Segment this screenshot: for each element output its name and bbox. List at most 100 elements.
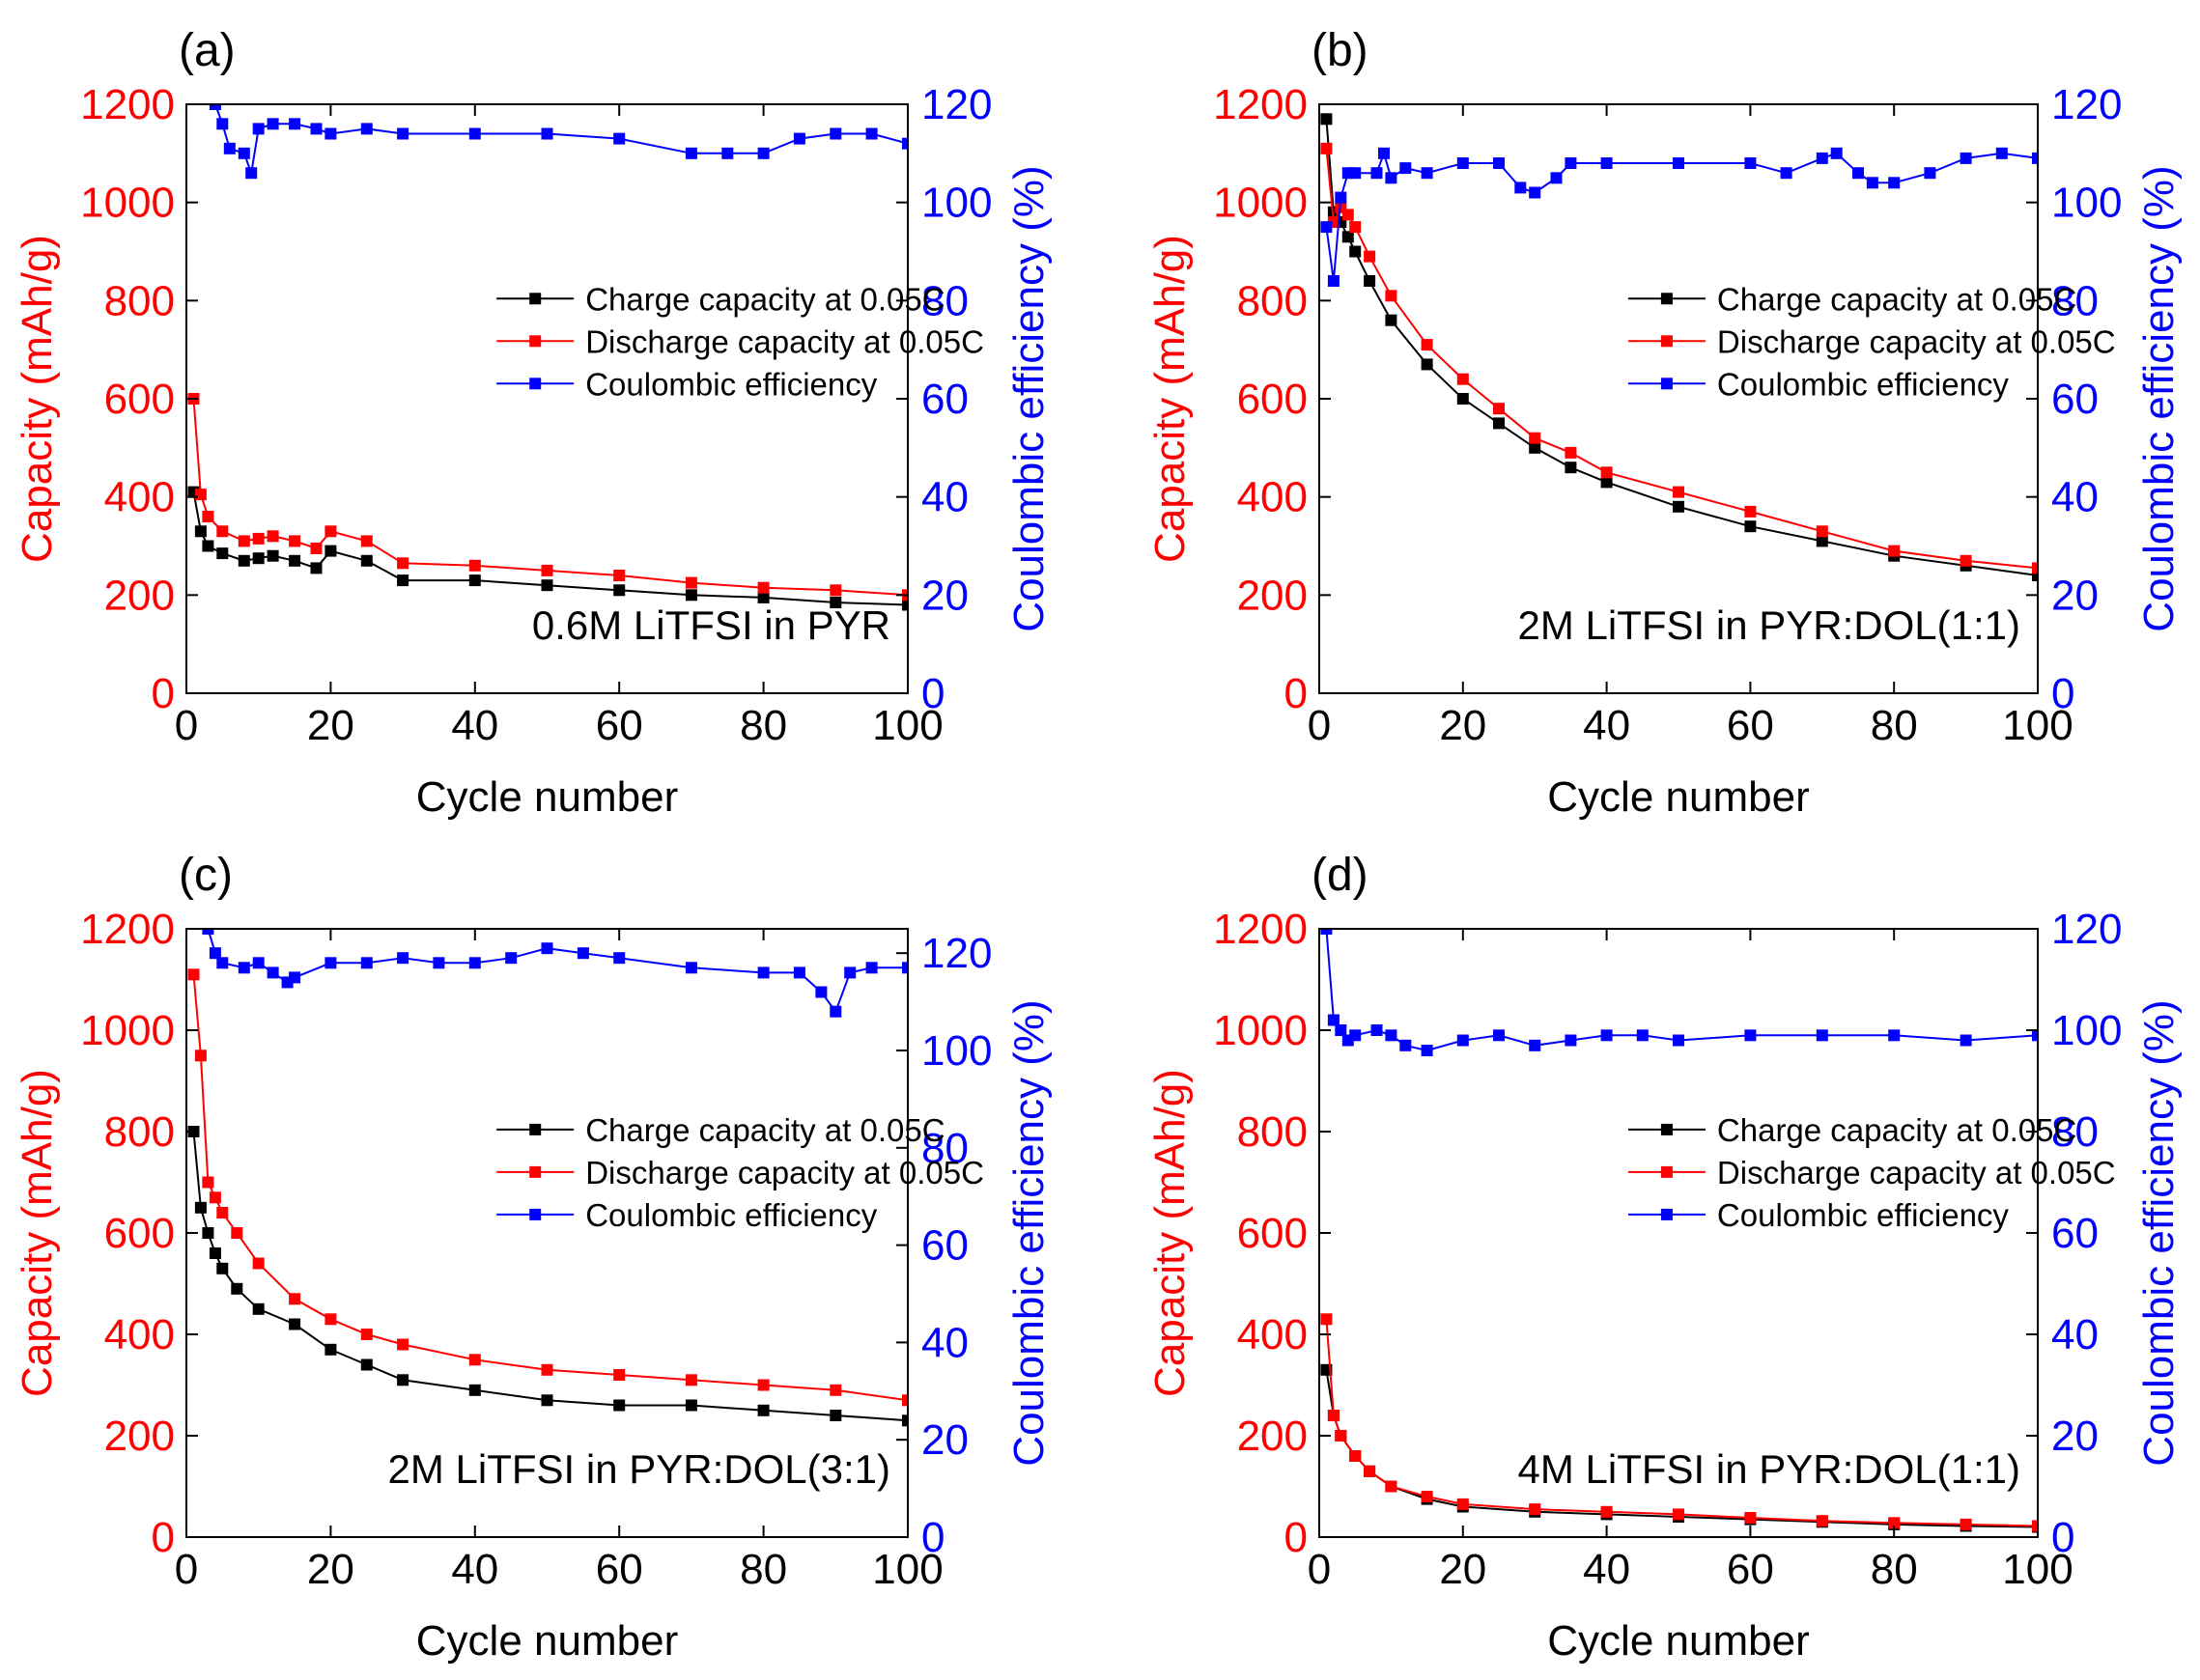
data-point — [194, 1050, 207, 1062]
y-left-tick-label: 0 — [152, 670, 175, 717]
data-point — [1816, 1515, 1828, 1527]
y-right-tick-label: 40 — [2051, 474, 2099, 521]
data-point — [194, 1201, 207, 1214]
panel-a: (a)0 20 40 60 80 1000200400600800100012000204… — [14, 25, 1053, 821]
data-point — [1960, 1518, 1972, 1530]
data-point — [1514, 182, 1527, 194]
data-point — [202, 511, 214, 522]
y-left-tick-label: 1000 — [1213, 180, 1308, 227]
data-point — [1565, 1034, 1577, 1047]
data-point — [1320, 929, 1333, 935]
legend-label: Charge capacity at 0.05C — [585, 281, 945, 317]
legend-label: Discharge capacity at 0.05C — [585, 323, 984, 359]
data-point — [865, 127, 878, 140]
data-point — [1335, 191, 1347, 204]
data-point — [757, 1404, 770, 1416]
data-point — [267, 966, 279, 979]
legend-marker — [1660, 335, 1673, 348]
y-right-tick-label: 120 — [921, 930, 992, 977]
y-right-tick-label: 20 — [921, 572, 969, 619]
data-point — [541, 564, 553, 576]
x-tick-label: 80 — [740, 1546, 787, 1593]
data-point — [468, 957, 481, 969]
data-point — [1529, 1039, 1541, 1051]
data-point — [1565, 462, 1577, 474]
data-point — [397, 557, 409, 570]
data-point — [289, 535, 301, 547]
data-point — [267, 530, 279, 543]
data-point — [793, 132, 805, 145]
data-point — [830, 127, 842, 140]
x-tick-label: 20 — [1439, 702, 1486, 749]
data-point — [721, 147, 734, 159]
data-point — [202, 929, 214, 935]
y-left-tick-label: 800 — [104, 1108, 175, 1156]
legend-marker — [529, 335, 542, 348]
data-point — [1673, 157, 1684, 169]
data-point — [468, 127, 481, 140]
data-point — [252, 957, 265, 969]
y-right-tick-label: 60 — [2051, 1210, 2099, 1257]
data-point — [1529, 186, 1541, 199]
y-left-tick-label: 200 — [1237, 1413, 1308, 1460]
y-left-axis-title: Capacity (mAh/g) — [14, 235, 61, 563]
y-left-tick-label: 0 — [1284, 1514, 1308, 1561]
y-left-axis-title: Capacity (mAh/g) — [1146, 1069, 1194, 1397]
y-right-tick-label: 0 — [2051, 670, 2074, 717]
y-right-tick-label: 100 — [2051, 1007, 2122, 1054]
data-point — [1780, 167, 1792, 180]
y-right-tick-label: 60 — [921, 1222, 969, 1270]
y-left-tick-label: 800 — [104, 277, 175, 324]
y-right-tick-label: 80 — [921, 1125, 969, 1172]
data-point — [209, 947, 221, 960]
x-axis-title: Cycle number — [1547, 1617, 1809, 1665]
data-point — [505, 952, 518, 965]
data-point — [1960, 1034, 1972, 1047]
data-point — [1456, 393, 1469, 405]
data-point — [324, 127, 337, 140]
legend-label: Charge capacity at 0.05C — [1717, 1112, 2076, 1148]
data-point — [1341, 209, 1354, 221]
data-point — [1349, 221, 1362, 234]
data-point — [289, 1318, 301, 1330]
data-point — [238, 554, 250, 567]
data-point — [1421, 339, 1433, 351]
data-point — [541, 127, 553, 140]
annotation-text: 4M LiTFSI in PYR:DOL(1:1) — [1518, 1446, 2020, 1492]
data-point — [613, 952, 626, 965]
x-tick-label: 100 — [872, 1546, 943, 1593]
data-point — [216, 547, 229, 560]
data-point — [1385, 1480, 1397, 1493]
data-point — [289, 971, 301, 984]
legend-marker — [529, 1123, 542, 1135]
data-point — [2032, 1029, 2038, 1042]
data-point — [830, 597, 842, 608]
data-point — [324, 1313, 337, 1326]
data-point — [1456, 1498, 1469, 1510]
data-point — [1378, 147, 1390, 159]
data-point — [613, 132, 626, 145]
data-point — [2032, 152, 2038, 164]
data-point — [252, 552, 265, 565]
y-right-axis-title: Coulombic efficiency (%) — [2135, 165, 2183, 631]
series-group — [187, 929, 908, 1427]
data-point — [1529, 1503, 1541, 1516]
data-point — [216, 1262, 229, 1274]
legend-marker — [1660, 1165, 1673, 1178]
x-tick-label: 60 — [1727, 702, 1774, 749]
data-point — [541, 1363, 553, 1376]
panel-label: (d) — [1312, 850, 1368, 901]
data-point — [252, 1302, 265, 1315]
data-point — [1816, 1029, 1828, 1042]
data-point — [1327, 1410, 1340, 1421]
data-point — [1493, 417, 1505, 430]
y-left-axis-title: Capacity (mAh/g) — [1146, 235, 1194, 563]
panel-label: (c) — [179, 850, 233, 901]
series-line-discharge — [1325, 1319, 2038, 1527]
data-point — [289, 1293, 301, 1305]
y-left-tick-label: 200 — [104, 572, 175, 619]
legend-marker — [1660, 378, 1673, 390]
data-point — [613, 1369, 626, 1381]
y-right-tick-label: 40 — [2051, 1311, 2099, 1358]
legend-marker — [529, 1165, 542, 1178]
